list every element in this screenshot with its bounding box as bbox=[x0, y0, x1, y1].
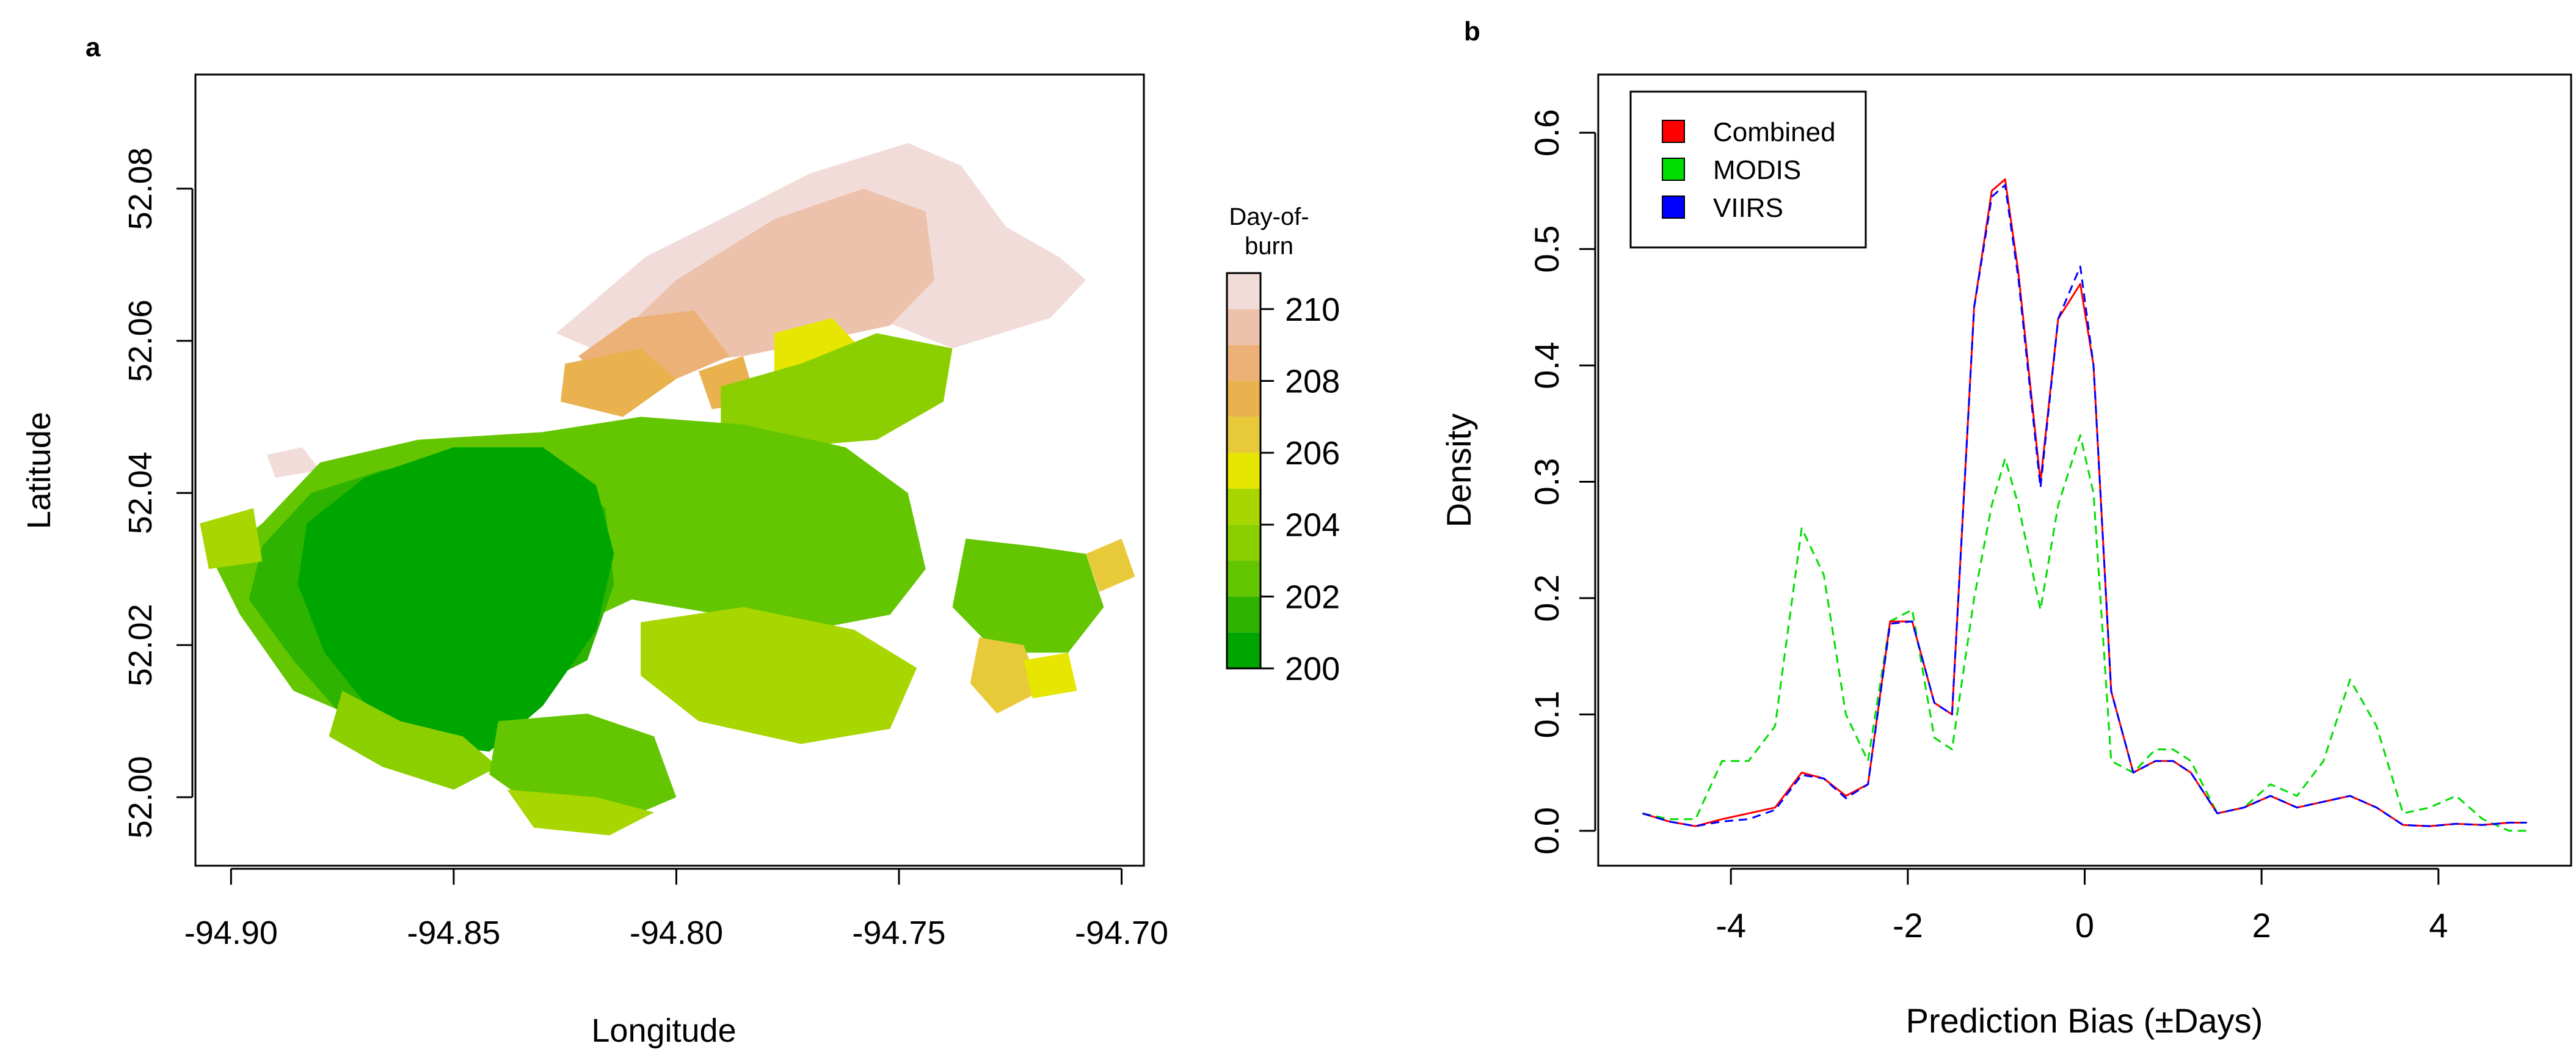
panel-b-y-tick-label-6: 0.6 bbox=[1527, 109, 1566, 156]
panel-a-x-tick-label-0: -94.90 bbox=[184, 915, 278, 951]
colorbar-frame bbox=[1226, 272, 1262, 670]
colorbar-band-6 bbox=[1227, 417, 1261, 453]
panel-b-x-tick-label-0: -4 bbox=[1716, 906, 1746, 945]
legend-label-viirs: VIIRS bbox=[1713, 193, 1783, 223]
burn-region-16 bbox=[970, 637, 1042, 714]
colorbar-tick-label-4: 208 bbox=[1285, 363, 1340, 400]
panel-a-y-tick-label-3: 52.06 bbox=[122, 299, 159, 382]
density-lines bbox=[1642, 178, 2527, 832]
colorbar-band-9 bbox=[1227, 309, 1261, 345]
panel-b-x-tick-label-2: 0 bbox=[2075, 906, 2094, 945]
colorbar-band-7 bbox=[1227, 381, 1261, 417]
colorbar: Day-of- burn 200 202 204 206 208 210 bbox=[1226, 203, 1340, 687]
panel-a-label: a bbox=[86, 32, 101, 62]
legend-label-modis: MODIS bbox=[1713, 155, 1801, 185]
burn-region-15 bbox=[952, 538, 1104, 653]
panel-a-x-axis-title: Longitude bbox=[591, 1012, 736, 1049]
colorbar-tick-label-2: 204 bbox=[1285, 507, 1340, 544]
panel-b-x-axis: -4 -2 0 2 4 bbox=[1716, 868, 2448, 945]
colorbar-tick-label-0: 200 bbox=[1285, 651, 1340, 687]
colorbar-band-2 bbox=[1227, 560, 1261, 597]
burn-region-10 bbox=[297, 447, 614, 752]
burn-region-13 bbox=[507, 789, 654, 836]
colorbar-title-line-2: burn bbox=[1245, 233, 1293, 260]
burn-region-19 bbox=[200, 508, 263, 569]
colorbar-band-1 bbox=[1227, 596, 1261, 633]
legend-label-combined: Combined bbox=[1713, 117, 1836, 147]
panel-b-plot-frame bbox=[1597, 73, 2572, 867]
colorbar-ticks: 200 202 204 206 208 210 bbox=[1261, 291, 1340, 687]
panel-a-burn-map: a -94.90 -94.85 -94.80 -94.75 -94.70 52.0052… bbox=[21, 32, 1340, 1049]
panel-b-y-axis: 0.0 0.1 0.2 0.3 0.4 0.5 0.6 bbox=[1527, 109, 1596, 855]
panel-b-y-tick-label-4: 0.4 bbox=[1527, 342, 1566, 389]
panel-a-x-tick-label-3: -94.75 bbox=[852, 915, 945, 951]
burn-region-14 bbox=[641, 607, 917, 744]
panel-a-y-tick-label-0: 52.00 bbox=[122, 756, 159, 838]
burn-region-4 bbox=[560, 348, 677, 417]
panel-a-x-tick-label-1: -94.85 bbox=[407, 915, 500, 951]
panel-b-x-axis-title: Prediction Bias (±Days) bbox=[1906, 1001, 2263, 1040]
panel-b-y-tick-label-3: 0.3 bbox=[1527, 458, 1566, 506]
panel-a-plot-frame bbox=[194, 73, 1145, 867]
burn-regions bbox=[200, 143, 1135, 836]
legend: Combined MODIS VIIRS bbox=[1629, 90, 1867, 249]
legend-swatch-viirs bbox=[1662, 196, 1685, 219]
panel-b-y-tick-label-2: 0.2 bbox=[1527, 574, 1566, 622]
panel-a-y-axis-title: Latitude bbox=[21, 412, 57, 529]
panel-a-x-axis: -94.90 -94.85 -94.80 -94.75 -94.70 bbox=[184, 868, 1168, 951]
panel-b-y-tick-label-0: 0.0 bbox=[1527, 807, 1566, 855]
panel-a-x-tick-label-4: -94.70 bbox=[1075, 915, 1168, 951]
series-line-viirs bbox=[1642, 184, 2527, 827]
burn-region-17 bbox=[1024, 652, 1077, 699]
colorbar-tick-label-3: 206 bbox=[1285, 435, 1340, 472]
colorbar-band-10 bbox=[1227, 273, 1261, 309]
colorbar-band-0 bbox=[1227, 632, 1261, 668]
colorbar-tick-label-5: 210 bbox=[1285, 291, 1340, 328]
panel-b-density-plot: b -4 -2 0 2 4 0.0 0.1 0.2 0.3 0.4 0.5 0.6 Predicti… bbox=[1439, 16, 2572, 1040]
panel-b-y-tick-label-1: 0.1 bbox=[1527, 690, 1566, 738]
colorbar-band-4 bbox=[1227, 488, 1261, 525]
panel-b-x-tick-label-3: 2 bbox=[2252, 906, 2271, 945]
colorbar-bands bbox=[1227, 273, 1261, 668]
panel-b-y-axis-title: Density bbox=[1439, 414, 1478, 528]
panel-b-x-tick-label-4: 4 bbox=[2429, 906, 2448, 945]
colorbar-title-line-1: Day-of- bbox=[1229, 203, 1309, 230]
panel-b-y-tick-label-5: 0.5 bbox=[1527, 225, 1566, 273]
panel-a-y-tick-label-4: 52.08 bbox=[122, 147, 159, 230]
panel-a-y-axis: 52.00 52.02 52.04 52.06 52.08 bbox=[122, 147, 194, 839]
panel-a-y-tick-label-2: 52.04 bbox=[122, 451, 159, 534]
colorbar-band-5 bbox=[1227, 453, 1261, 489]
panel-b-x-tick-label-1: -2 bbox=[1893, 906, 1923, 945]
colorbar-band-8 bbox=[1227, 345, 1261, 381]
colorbar-band-3 bbox=[1227, 524, 1261, 561]
panel-a-x-tick-label-2: -94.80 bbox=[630, 915, 723, 951]
burn-region-3 bbox=[266, 447, 321, 478]
panel-b-label: b bbox=[1464, 16, 1480, 46]
burn-region-7 bbox=[721, 333, 953, 448]
burn-region-18 bbox=[1086, 538, 1135, 592]
legend-swatch-combined bbox=[1662, 120, 1685, 143]
legend-swatch-modis bbox=[1662, 158, 1685, 181]
series-line-modis bbox=[1642, 434, 2527, 832]
burn-region-11 bbox=[329, 690, 498, 790]
colorbar-tick-label-1: 202 bbox=[1285, 579, 1340, 615]
panel-a-y-tick-label-1: 52.02 bbox=[122, 604, 159, 686]
